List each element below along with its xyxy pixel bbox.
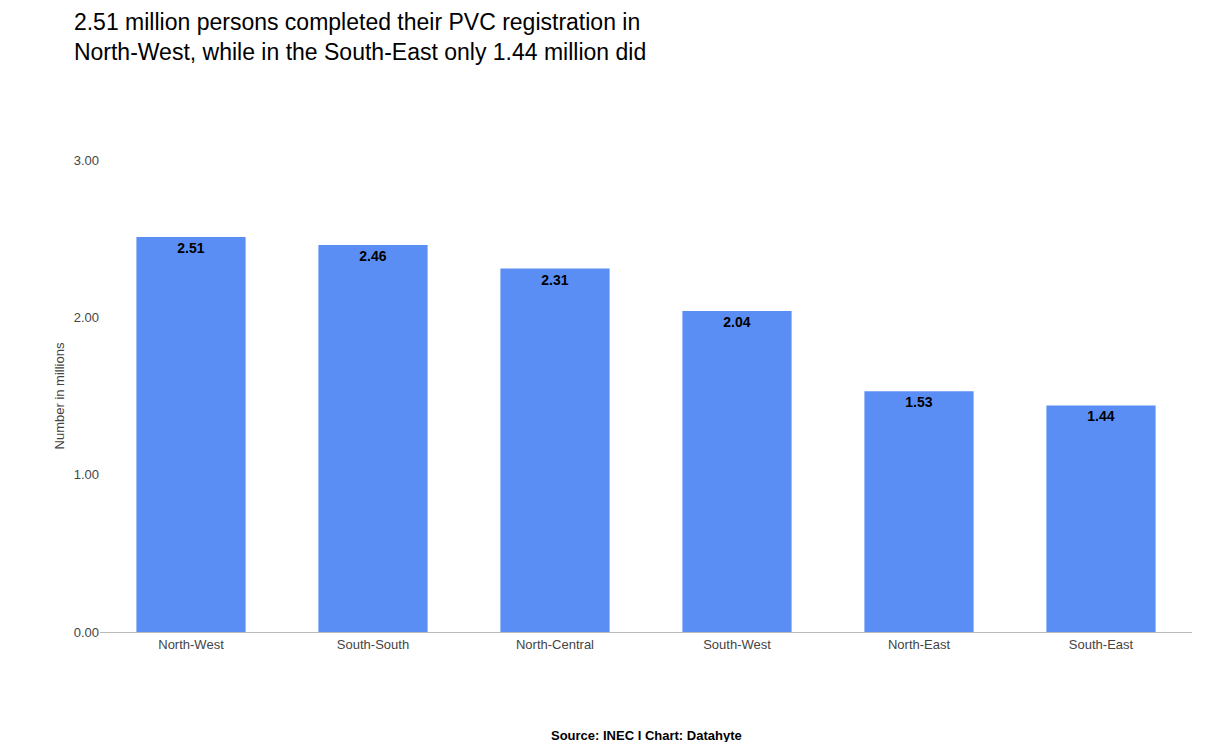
svg-text:South-West: South-West xyxy=(703,637,771,652)
svg-text:1.53: 1.53 xyxy=(905,394,932,410)
svg-text:2.31: 2.31 xyxy=(541,272,568,288)
svg-text:2.04: 2.04 xyxy=(723,314,750,330)
svg-text:3.00: 3.00 xyxy=(74,153,99,168)
svg-text:North-Central: North-Central xyxy=(516,637,594,652)
svg-text:2.51: 2.51 xyxy=(177,240,204,256)
svg-text:0.00: 0.00 xyxy=(74,625,99,640)
svg-text:2.00: 2.00 xyxy=(74,310,99,325)
svg-text:South-East: South-East xyxy=(1069,637,1134,652)
svg-text:North-East: North-East xyxy=(888,637,951,652)
svg-text:Number in millions: Number in millions xyxy=(52,342,67,449)
svg-text:1.44: 1.44 xyxy=(1087,408,1114,424)
svg-text:1.00: 1.00 xyxy=(74,467,99,482)
svg-text:2.46: 2.46 xyxy=(359,248,386,264)
svg-text:South-South: South-South xyxy=(337,637,409,652)
svg-text:North-West: North-West xyxy=(158,637,224,652)
svg-text:2.51 million persons completed: 2.51 million persons completed their PVC… xyxy=(74,9,646,65)
svg-text:Source: INEC I Chart: Datahyte: Source: INEC I Chart: Datahyte xyxy=(551,728,742,742)
